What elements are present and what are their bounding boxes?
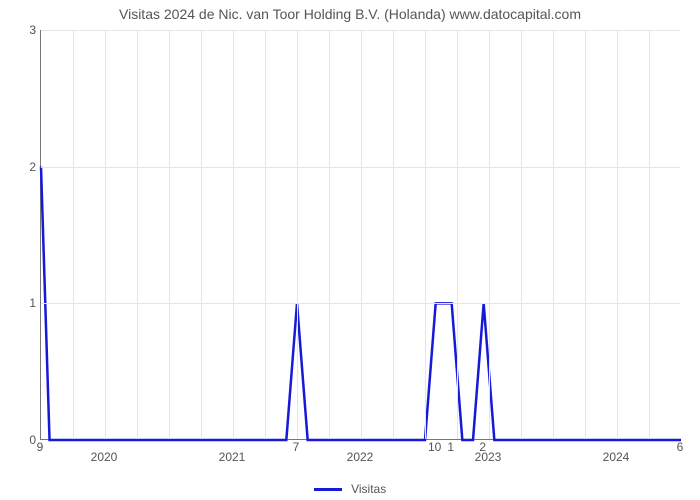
gridline-vertical	[137, 30, 138, 439]
data-point-label: 1	[447, 440, 454, 454]
gridline-vertical	[553, 30, 554, 439]
plot-area	[40, 30, 680, 440]
gridline-vertical	[73, 30, 74, 439]
legend: Visitas	[0, 482, 700, 496]
legend-swatch	[314, 488, 342, 491]
data-point-label: 2	[479, 440, 486, 454]
data-point-label: 7	[293, 440, 300, 454]
gridline-vertical	[297, 30, 298, 439]
gridline-vertical	[457, 30, 458, 439]
data-point-label: 10	[428, 440, 441, 454]
data-point-label: 6	[677, 440, 684, 454]
x-year-label: 2021	[219, 450, 246, 464]
gridline-vertical	[169, 30, 170, 439]
gridline-vertical	[201, 30, 202, 439]
gridline-vertical	[425, 30, 426, 439]
x-year-label: 2024	[603, 450, 630, 464]
gridline-vertical	[521, 30, 522, 439]
gridline-vertical	[361, 30, 362, 439]
gridline-vertical	[585, 30, 586, 439]
x-year-label: 2022	[347, 450, 374, 464]
gridline-vertical	[617, 30, 618, 439]
gridline-vertical	[233, 30, 234, 439]
chart-title: Visitas 2024 de Nic. van Toor Holding B.…	[0, 6, 700, 22]
y-tick-label: 3	[29, 23, 36, 37]
gridline-vertical	[329, 30, 330, 439]
gridline-vertical	[393, 30, 394, 439]
y-tick-label: 0	[29, 433, 36, 447]
gridline-vertical	[265, 30, 266, 439]
line-chart: Visitas 2024 de Nic. van Toor Holding B.…	[0, 0, 700, 500]
gridline-vertical	[489, 30, 490, 439]
data-point-label: 9	[37, 440, 44, 454]
legend-label: Visitas	[351, 482, 386, 496]
x-year-label: 2020	[91, 450, 118, 464]
y-tick-label: 1	[29, 296, 36, 310]
gridline-vertical	[105, 30, 106, 439]
y-tick-label: 2	[29, 160, 36, 174]
gridline-vertical	[649, 30, 650, 439]
